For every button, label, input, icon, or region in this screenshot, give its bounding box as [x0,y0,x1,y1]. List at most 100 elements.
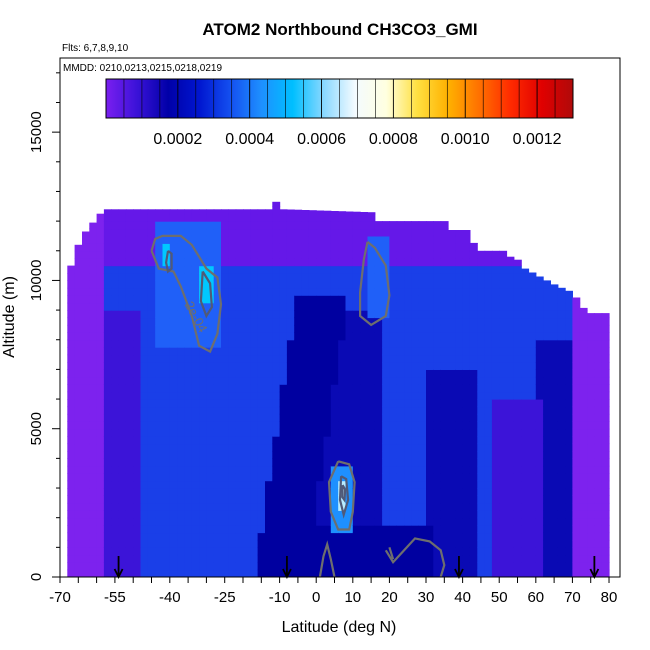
heatmap-cell [82,525,90,534]
heatmap-cell [323,235,332,244]
heatmap-cell [455,502,464,511]
heatmap-cell [462,451,471,459]
heatmap-cell [155,258,164,267]
heatmap-cell [330,451,339,459]
heatmap-cell [374,399,383,408]
heatmap-cell [191,458,200,467]
heatmap-cell [206,510,215,519]
heatmap-cell [301,510,310,519]
heatmap-cell [147,465,156,474]
heatmap-cell [184,213,193,222]
heatmap-cell [374,488,383,496]
heatmap-cell [257,547,266,556]
heatmap-cell [440,324,449,333]
heatmap-cell [535,532,544,541]
heatmap-cell [67,310,76,319]
heatmap-cell [404,562,412,571]
heatmap-cell [140,235,149,244]
heatmap-cell [440,436,449,445]
heatmap-cell [557,391,566,400]
heatmap-cell [411,332,420,341]
heatmap-cell [491,473,500,482]
heatmap-cell [199,391,207,400]
heatmap-cell [206,428,215,437]
heatmap-cell [96,488,105,496]
heatmap-cell [404,228,412,237]
heatmap-cell [111,243,120,252]
heatmap-cell [111,428,120,437]
heatmap-cell [528,317,537,326]
heatmap-cell [316,273,325,281]
heatmap-cell [345,213,354,222]
heatmap-cell [382,443,390,452]
heatmap-cell [455,250,464,259]
heatmap-cell [89,273,98,281]
heatmap-cell [418,317,427,326]
heatmap-cell [352,465,361,474]
heatmap-cell [426,547,434,556]
heatmap-cell [426,302,434,311]
heatmap-cell [572,413,581,422]
heatmap-cell [308,287,317,296]
heatmap-cell [199,243,207,252]
heatmap-cell [316,376,325,385]
heatmap-cell [411,406,420,415]
heatmap-cell [184,228,193,237]
heatmap-cell [316,384,325,393]
heatmap-cell [228,569,237,577]
heatmap-cell [316,339,325,348]
heatmap-cell [82,421,90,430]
heatmap-cell [213,443,222,452]
heatmap-cell [528,347,537,356]
heatmap-cell [257,525,266,534]
heatmap-cell [89,228,98,237]
heatmap-cell [184,547,193,556]
heatmap-cell [265,413,273,422]
heatmap-cell [125,413,134,422]
heatmap-cell [272,213,281,222]
heatmap-cell [477,347,486,356]
heatmap-cell [572,451,581,459]
heatmap-cell [162,376,171,385]
heatmap-cell [155,250,164,259]
heatmap-cell [103,287,112,296]
heatmap-cell [404,539,412,548]
heatmap-cell [579,339,588,348]
heatmap-cell [367,258,376,267]
heatmap-cell [169,406,178,415]
heatmap-cell [265,317,273,326]
heatmap-cell [484,362,493,370]
heatmap-cell [345,539,354,548]
heatmap-cell [169,510,178,519]
heatmap-cell [82,258,90,267]
heatmap-cell [352,235,361,244]
heatmap-cell [206,451,215,459]
heatmap-cell [382,280,390,289]
heatmap-cell [543,391,551,400]
heatmap-cell [352,273,361,281]
heatmap-cell [213,213,222,222]
heatmap-cell [111,391,120,400]
heatmap-cell [74,495,83,504]
heatmap-cell [587,547,595,556]
heatmap-cell [506,421,515,430]
heatmap-cell [147,547,156,556]
heatmap-cell [352,295,361,304]
heatmap-cell [191,228,200,237]
heatmap-cell [579,539,588,548]
heatmap-cell [448,243,456,252]
heatmap-cell [125,209,134,215]
heatmap-cell [243,243,251,252]
heatmap-cell [118,209,127,215]
heatmap-cell [550,443,559,452]
heatmap-cell [455,443,464,452]
heatmap-cell [521,362,530,370]
heatmap-cell [565,554,573,563]
heatmap-cell [74,258,83,267]
heatmap-cell [587,354,595,363]
heatmap-cell [155,384,164,393]
x-tick-label: 10 [344,589,361,606]
heatmap-cell [235,436,244,445]
heatmap-cell [199,369,207,378]
